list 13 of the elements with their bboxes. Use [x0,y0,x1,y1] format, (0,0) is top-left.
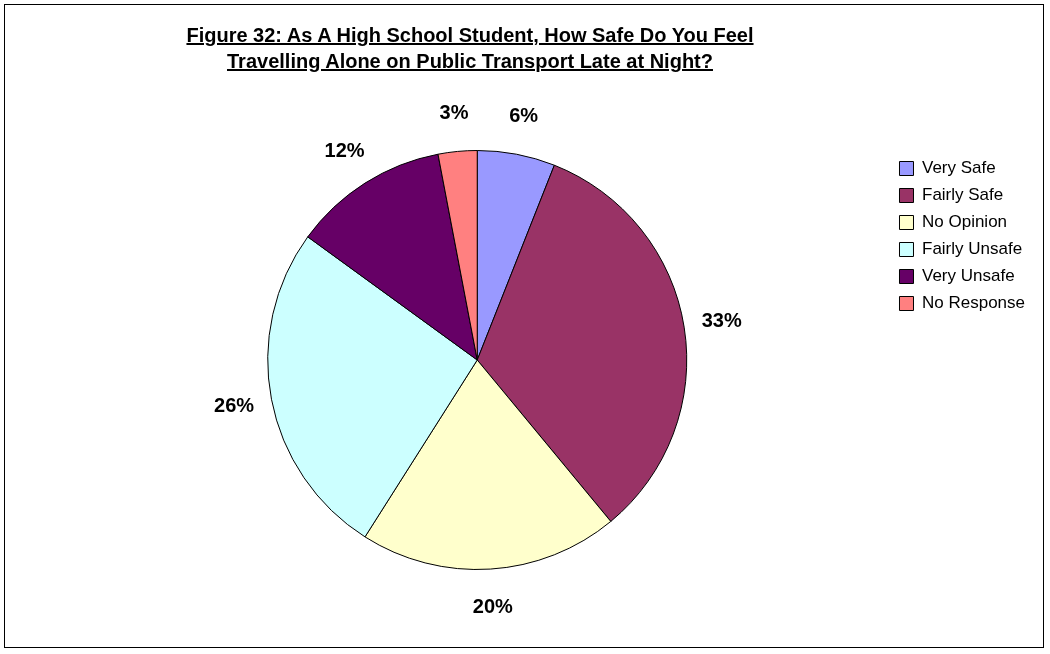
data-label: 33% [701,308,742,331]
legend-label: Fairly Unsafe [922,239,1023,259]
legend-label: Fairly Safe [922,185,1004,205]
data-label: 12% [324,138,365,161]
chart-title: Figure 32: As A High School Student, How Safe Do You Feel Travelling Alone on Public Transport Late at Night? [185,23,755,74]
legend-label: Very Safe [922,158,996,178]
legend-label: Very Unsafe [922,266,1015,286]
data-label: 6% [509,104,539,127]
legend-label: No Response [922,293,1026,313]
legend-label: No Opinion [922,212,1008,232]
data-label: 20% [472,594,514,617]
data-label: 26% [214,393,255,416]
data-label: 3% [439,101,469,124]
